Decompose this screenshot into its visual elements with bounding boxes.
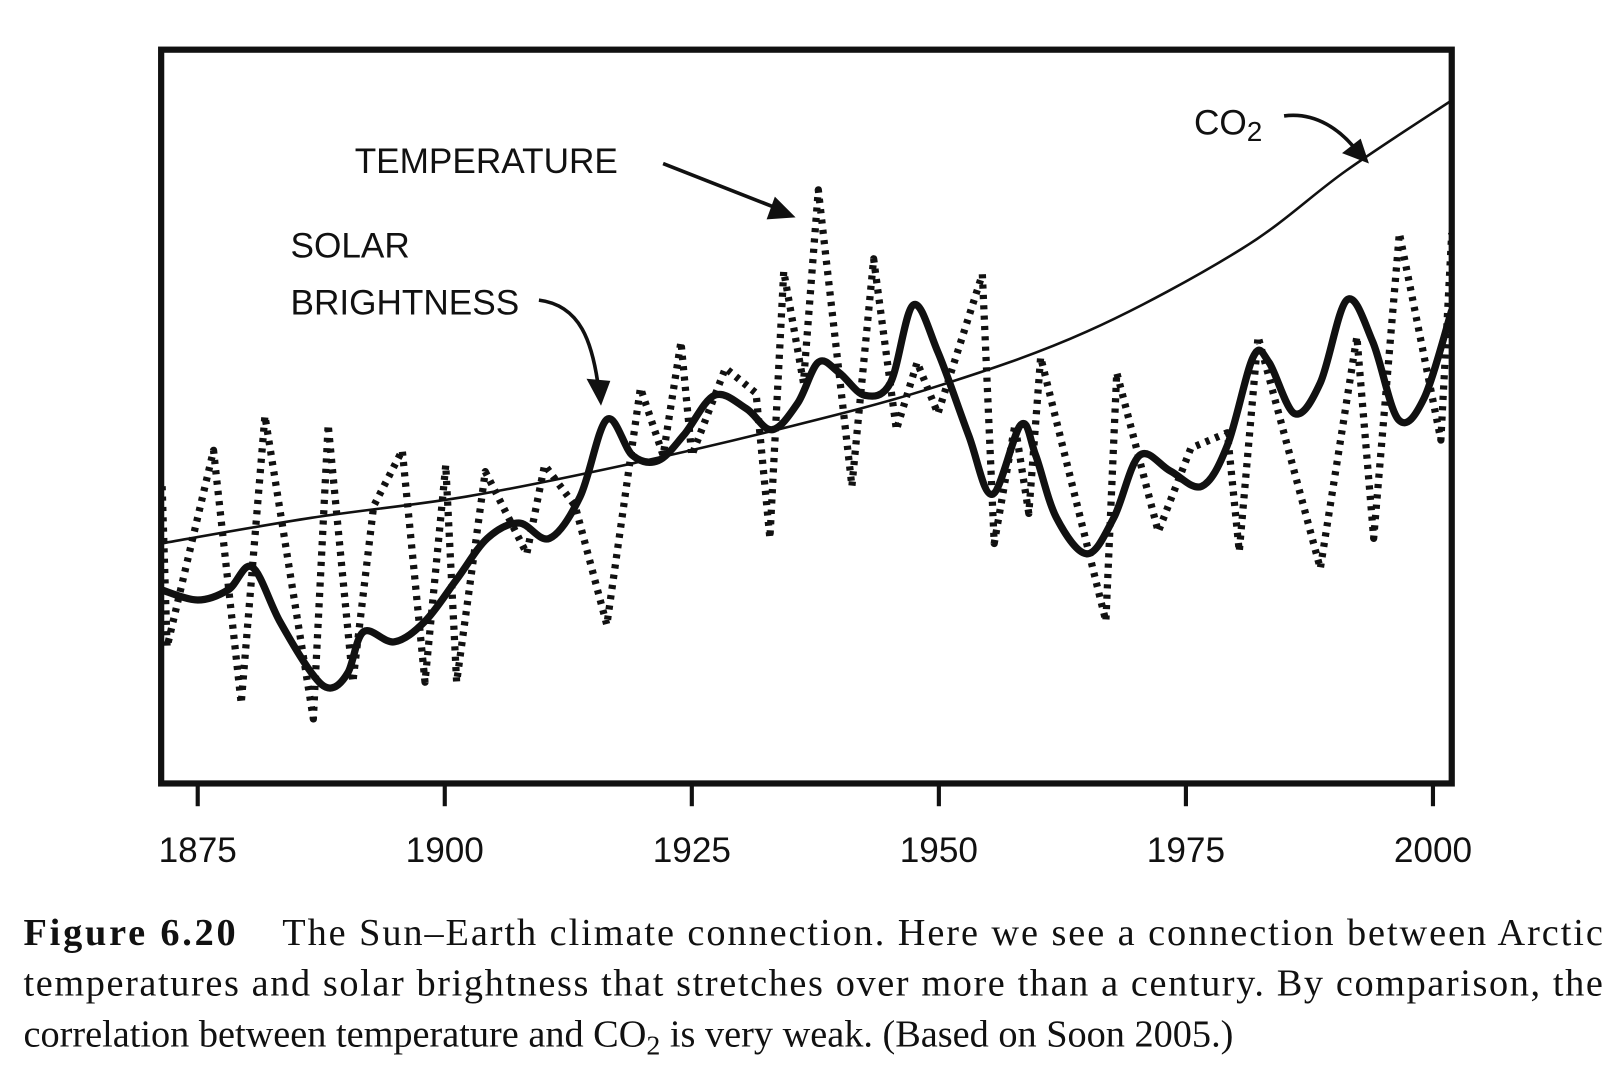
x-tick-label: 1925 xyxy=(653,831,731,870)
annotation-subscript: 2 xyxy=(1247,116,1263,147)
line-series xyxy=(161,186,1452,723)
x-tick-label: 1950 xyxy=(900,831,978,870)
caption-subscript: 2 xyxy=(646,1031,660,1062)
annotation: SOLAR xyxy=(291,227,410,266)
arrow-head xyxy=(586,378,611,406)
annotation: CO2 xyxy=(1194,104,1262,147)
x-tick-label: 1900 xyxy=(406,831,484,870)
caption-line: Figure 6.20 xyxy=(24,912,236,954)
caption-line: correlation between temperature and CO2 … xyxy=(24,1013,1234,1061)
annotation: TEMPERATURE xyxy=(355,142,618,181)
x-tick-label: 1875 xyxy=(159,831,237,870)
arrow-head xyxy=(766,196,796,220)
caption-line: The Sun–Earth climate connection. Here w… xyxy=(282,912,1603,954)
arrow xyxy=(662,161,780,211)
annotation: BRIGHTNESS xyxy=(291,284,520,323)
arrow xyxy=(1283,113,1361,155)
caption-line: temperatures and solar brightness that s… xyxy=(24,963,1603,1005)
arrow xyxy=(538,298,601,392)
plot-frame xyxy=(158,46,1455,787)
line-series xyxy=(161,99,1452,545)
caption-label: Figure 6.20 xyxy=(24,912,236,954)
x-tick-label: 1975 xyxy=(1147,831,1225,870)
arrow-head xyxy=(1342,138,1369,164)
arrow-heads xyxy=(586,138,1369,406)
annotation-text: CO xyxy=(1194,104,1247,143)
series-group xyxy=(161,99,1452,723)
caption-text: correlation between temperature and CO xyxy=(24,1013,647,1055)
caption-text: is very weak. (Based on Soon 2005.) xyxy=(660,1013,1233,1055)
line-series xyxy=(161,295,1452,692)
x-tick-label: 2000 xyxy=(1394,831,1472,870)
